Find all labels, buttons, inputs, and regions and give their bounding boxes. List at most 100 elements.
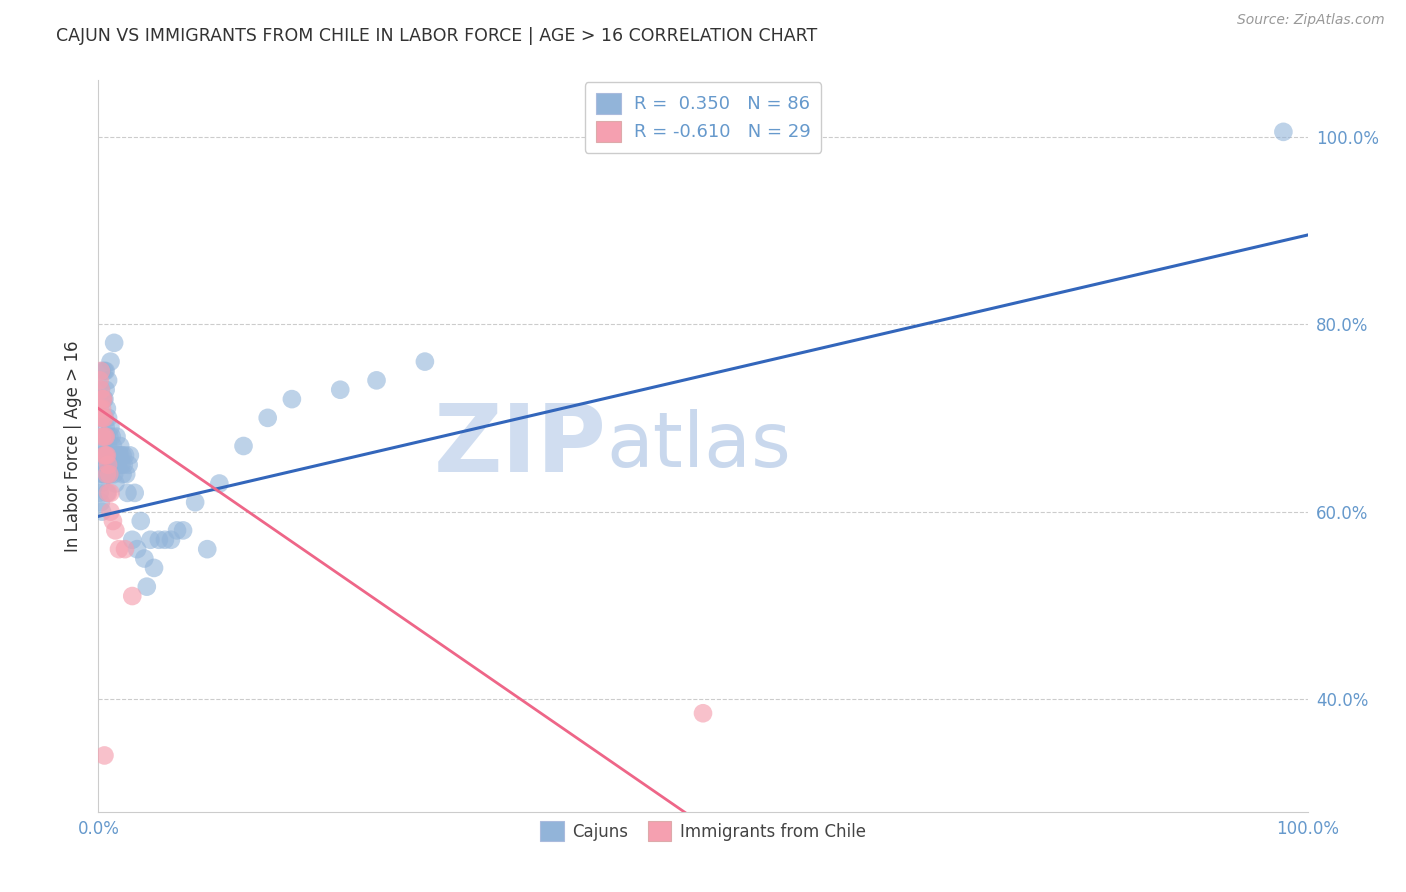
Point (93, 364, 115, 378)
Point (124, 486, 146, 500)
Point (91, 429, 114, 443)
Point (100, 458, 122, 472)
Point (94, 458, 117, 472)
Point (91, 401, 114, 416)
Point (91, 467, 114, 482)
Point (90, 495, 112, 509)
Point (135, 580, 157, 594)
Y-axis label: In Labor Force | Age > 16: In Labor Force | Age > 16 (65, 340, 83, 552)
Point (96, 449, 118, 463)
Point (111, 449, 134, 463)
Point (232, 439, 254, 453)
Legend: Cajuns, Immigrants from Chile: Cajuns, Immigrants from Chile (534, 814, 872, 847)
Point (111, 467, 134, 482)
Point (121, 589, 143, 603)
Point (256, 410, 278, 425)
Point (114, 542, 136, 557)
Point (91, 467, 114, 482)
Point (94, 449, 117, 463)
Point (94, 420, 117, 434)
Point (103, 335, 125, 350)
Point (101, 439, 124, 453)
Point (115, 467, 138, 482)
Point (100, 505, 122, 519)
Point (91, 439, 114, 453)
Point (96, 401, 118, 416)
Point (118, 458, 141, 472)
Point (96, 486, 118, 500)
Point (93, 429, 115, 443)
Point (127, 542, 149, 557)
Point (96, 429, 118, 443)
Point (134, 551, 156, 566)
Point (104, 476, 127, 491)
Point (97, 486, 120, 500)
Point (97, 373, 120, 387)
Point (129, 514, 152, 528)
Point (93, 392, 115, 406)
Point (90, 410, 112, 425)
Point (118, 449, 141, 463)
Point (94, 364, 117, 378)
Point (103, 467, 125, 482)
Point (93, 410, 115, 425)
Point (100, 486, 122, 500)
Point (329, 383, 352, 397)
Point (112, 458, 135, 472)
Point (103, 449, 125, 463)
Text: CAJUN VS IMMIGRANTS FROM CHILE IN LABOR FORCE | AGE > 16 CORRELATION CHART: CAJUN VS IMMIGRANTS FROM CHILE IN LABOR … (56, 27, 817, 45)
Point (94, 383, 117, 397)
Point (172, 524, 194, 538)
Point (143, 561, 166, 575)
Point (94, 429, 117, 443)
Text: atlas: atlas (606, 409, 792, 483)
Point (91, 392, 114, 406)
Point (98, 467, 121, 482)
Point (184, 495, 207, 509)
Point (91, 392, 114, 406)
Point (89, 373, 111, 387)
Point (90, 383, 112, 397)
Point (89, 458, 111, 472)
Point (281, 392, 304, 406)
Point (96, 467, 118, 482)
Point (96, 449, 118, 463)
Point (692, 706, 714, 721)
Point (98, 429, 121, 443)
Point (121, 533, 143, 547)
Point (366, 373, 388, 387)
Point (93, 410, 115, 425)
Point (97, 410, 120, 425)
Point (108, 542, 131, 557)
Point (91, 364, 114, 378)
Text: ZIP: ZIP (433, 400, 606, 492)
Point (90, 364, 112, 378)
Point (101, 458, 124, 472)
Point (90, 476, 112, 491)
Point (107, 458, 129, 472)
Point (104, 524, 127, 538)
Text: Source: ZipAtlas.com: Source: ZipAtlas.com (1237, 13, 1385, 28)
Point (93, 449, 115, 463)
Point (90, 449, 112, 463)
Point (148, 533, 170, 547)
Point (91, 505, 114, 519)
Point (1272, 125, 1295, 139)
Point (91, 392, 114, 406)
Point (108, 439, 131, 453)
Point (100, 467, 122, 482)
Point (195, 542, 218, 557)
Point (108, 449, 131, 463)
Point (91, 410, 114, 425)
Point (139, 533, 162, 547)
Point (153, 533, 176, 547)
Point (97, 467, 120, 482)
Point (104, 458, 127, 472)
Point (91, 410, 114, 425)
Point (90, 383, 112, 397)
Point (114, 449, 136, 463)
Point (208, 476, 231, 491)
Point (100, 420, 122, 434)
Point (166, 524, 188, 538)
Point (98, 467, 121, 482)
